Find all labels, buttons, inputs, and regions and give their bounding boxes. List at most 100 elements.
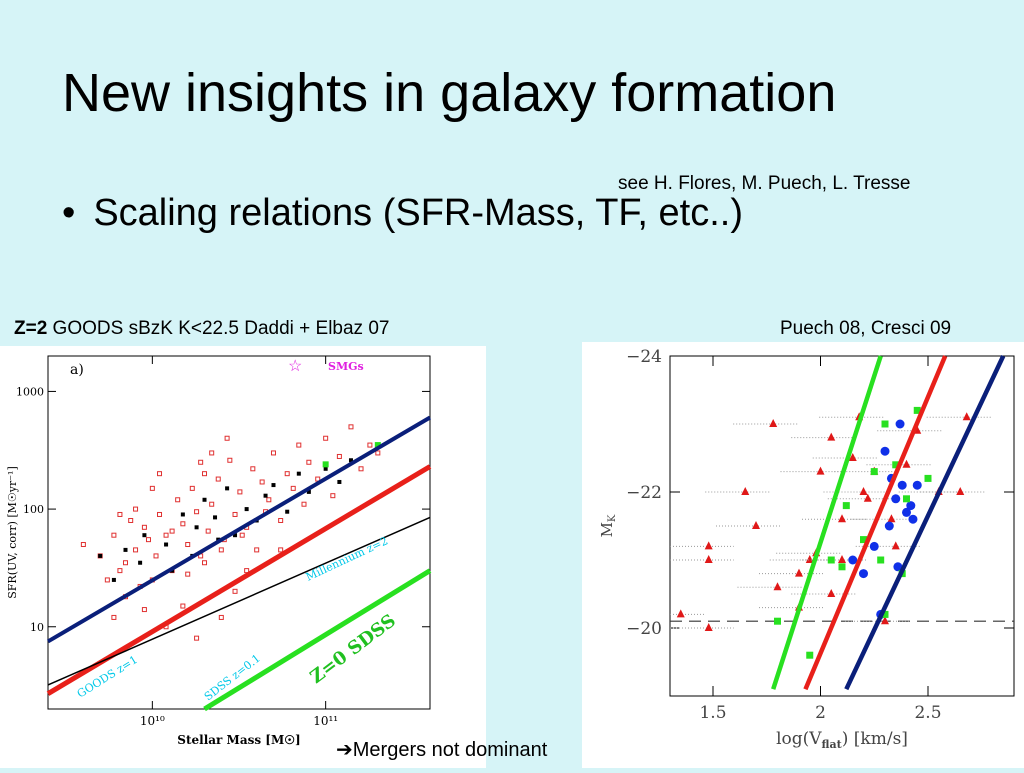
- data-point-red-square: [330, 493, 336, 499]
- data-point-red-triangle: [752, 521, 760, 529]
- data-point-red-square: [198, 459, 204, 465]
- data-point-red-square: [111, 614, 117, 620]
- data-point-green-square: [892, 461, 900, 469]
- data-point-red-square: [290, 485, 296, 491]
- data-point-red-square: [128, 517, 134, 523]
- data-point-red-square: [194, 635, 200, 641]
- y-tick-label: 10: [30, 621, 44, 634]
- line-annotation: Z=0 SDSS: [306, 610, 399, 688]
- data-point-blue-circle: [906, 501, 916, 511]
- x-axis-label: Stellar Mass [M☉]: [177, 733, 300, 747]
- tully-fisher-relation-line: [844, 355, 1006, 691]
- data-point-red-square: [348, 424, 354, 430]
- data-point-green-square: [924, 474, 932, 482]
- data-point-red-triangle: [962, 412, 971, 421]
- data-point-blue-circle: [912, 480, 922, 490]
- data-point-red-square: [180, 603, 186, 609]
- data-point-blue-circle: [908, 514, 918, 524]
- data-point-red-square: [180, 521, 186, 527]
- data-point-red-triangle: [816, 466, 825, 475]
- data-point-red-square: [250, 466, 256, 472]
- x-tick-label: 1.5: [699, 703, 726, 723]
- footnote: ➔Mergers not dominant: [336, 739, 548, 761]
- data-point-black-square: [98, 553, 103, 558]
- data-point-red-square: [185, 571, 191, 577]
- relation-line: [46, 464, 432, 696]
- data-point-red-square: [163, 532, 169, 538]
- data-point-blue-circle: [848, 555, 858, 565]
- data-point-green-square: [838, 563, 846, 571]
- data-point-red-triangle: [859, 487, 868, 495]
- data-point-red-triangle: [838, 514, 846, 523]
- data-point-red-square: [153, 553, 159, 559]
- data-point-red-triangle: [827, 432, 836, 441]
- data-point-red-square: [149, 485, 155, 491]
- data-point-red-square: [117, 568, 123, 574]
- data-point-blue-circle: [897, 480, 907, 490]
- data-point-red-square: [209, 450, 215, 456]
- data-point-red-triangle: [827, 589, 836, 597]
- data-point-black-square: [233, 533, 238, 538]
- data-point-red-square: [266, 497, 272, 503]
- data-point-red-square: [232, 588, 238, 594]
- data-point-blue-circle: [869, 541, 879, 551]
- data-point-red-square: [141, 524, 147, 530]
- data-point-blue-circle: [902, 507, 911, 517]
- data-point-green-square: [881, 610, 889, 618]
- credit-note: see H. Flores, M. Puech, L. Tresse: [618, 173, 911, 194]
- slide-title: New insights in galaxy formation: [62, 63, 837, 123]
- data-point-black-square: [306, 489, 311, 494]
- data-point-blue-circle: [859, 569, 868, 579]
- data-point-red-square: [224, 435, 230, 441]
- data-point-black-square: [337, 479, 342, 484]
- plot-frame: [47, 355, 431, 710]
- data-point-red-square: [218, 614, 224, 620]
- data-point-red-square: [259, 479, 265, 485]
- data-point-red-square: [117, 511, 123, 517]
- data-point-red-square: [205, 528, 211, 534]
- data-point-red-triangle: [773, 582, 782, 591]
- data-point-red-square: [284, 471, 290, 477]
- data-point-red-square: [202, 560, 208, 566]
- left-caption-redshift: Z=2: [14, 318, 48, 339]
- data-point-red-triangle: [848, 453, 857, 461]
- data-point-green-square: [881, 420, 889, 428]
- data-point-red-square: [133, 547, 139, 553]
- data-point-black-square: [225, 486, 230, 491]
- left-caption: Z=2 GOODS sBzK K<22.5 Daddi + Elbaz 07: [14, 318, 389, 340]
- x-tick-label: 10¹¹: [313, 714, 338, 728]
- data-point-red-triangle: [741, 487, 750, 495]
- data-point-red-square: [104, 577, 110, 583]
- data-point-red-square: [278, 547, 284, 553]
- data-point-black-square: [348, 458, 353, 463]
- tully-fisher-relation-line: [803, 355, 948, 691]
- tully-fisher-panel: 1.5 2 2.5 −24 −22 −20 log(Vflat) [km/s] MK: [582, 342, 1024, 768]
- y-tick-label: 100: [23, 503, 44, 516]
- data-point-red-square: [185, 542, 191, 548]
- data-point-black-square: [296, 471, 301, 476]
- relation-line: [203, 568, 432, 712]
- data-point-blue-circle: [891, 494, 901, 504]
- data-point-red-square: [367, 442, 373, 448]
- plot-frame: [669, 355, 1015, 697]
- data-point-red-square: [202, 471, 208, 477]
- data-point-red-square: [232, 511, 238, 517]
- data-point-red-square: [358, 466, 364, 472]
- y-axis-label: SFR(UV, corr) [M☉yr⁻¹]: [6, 466, 19, 599]
- x-axis-label: log(Vflat) [km/s]: [776, 729, 908, 751]
- y-tick-label: −22: [626, 483, 662, 503]
- x-axis-label-end: ) [km/s]: [842, 729, 908, 749]
- x-axis-label-sub: flat: [822, 738, 843, 751]
- data-point-red-square: [122, 560, 128, 566]
- data-point-green-square: [774, 617, 781, 625]
- data-point-black-square: [138, 560, 143, 565]
- left-caption-text: GOODS sBzK K<22.5 Daddi + Elbaz 07: [47, 318, 390, 339]
- data-point-red-triangle: [704, 555, 713, 563]
- data-point-red-triangle: [805, 555, 814, 563]
- data-point-red-triangle: [902, 459, 911, 468]
- data-point-blue-circle: [895, 419, 905, 429]
- tully-fisher-chart: 1.5 2 2.5 −24 −22 −20 log(Vflat) [km/s] MK: [598, 347, 1015, 751]
- data-point-red-square: [194, 509, 200, 515]
- data-point-black-square: [180, 512, 185, 517]
- y-axis-label-main: M: [598, 522, 616, 537]
